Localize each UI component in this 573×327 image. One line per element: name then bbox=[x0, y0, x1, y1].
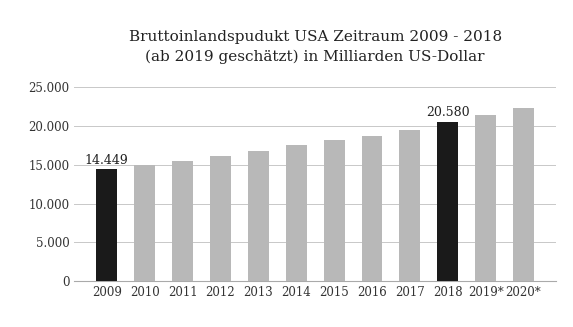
Text: 14.449: 14.449 bbox=[85, 154, 129, 167]
Bar bbox=[248, 151, 269, 281]
Bar bbox=[324, 140, 344, 281]
Bar bbox=[210, 156, 231, 281]
Bar bbox=[134, 165, 155, 281]
Bar bbox=[172, 161, 193, 281]
Bar bbox=[286, 146, 307, 281]
Bar bbox=[399, 130, 420, 281]
Bar bbox=[96, 169, 117, 281]
Bar bbox=[475, 115, 496, 281]
Bar bbox=[513, 108, 534, 281]
Title: Bruttoinlandspudukt USA Zeitraum 2009 - 2018
(ab 2019 geschätzt) in Milliarden U: Bruttoinlandspudukt USA Zeitraum 2009 - … bbox=[128, 30, 502, 64]
Bar bbox=[437, 122, 458, 281]
Bar bbox=[362, 136, 382, 281]
Text: 20.580: 20.580 bbox=[426, 106, 469, 119]
